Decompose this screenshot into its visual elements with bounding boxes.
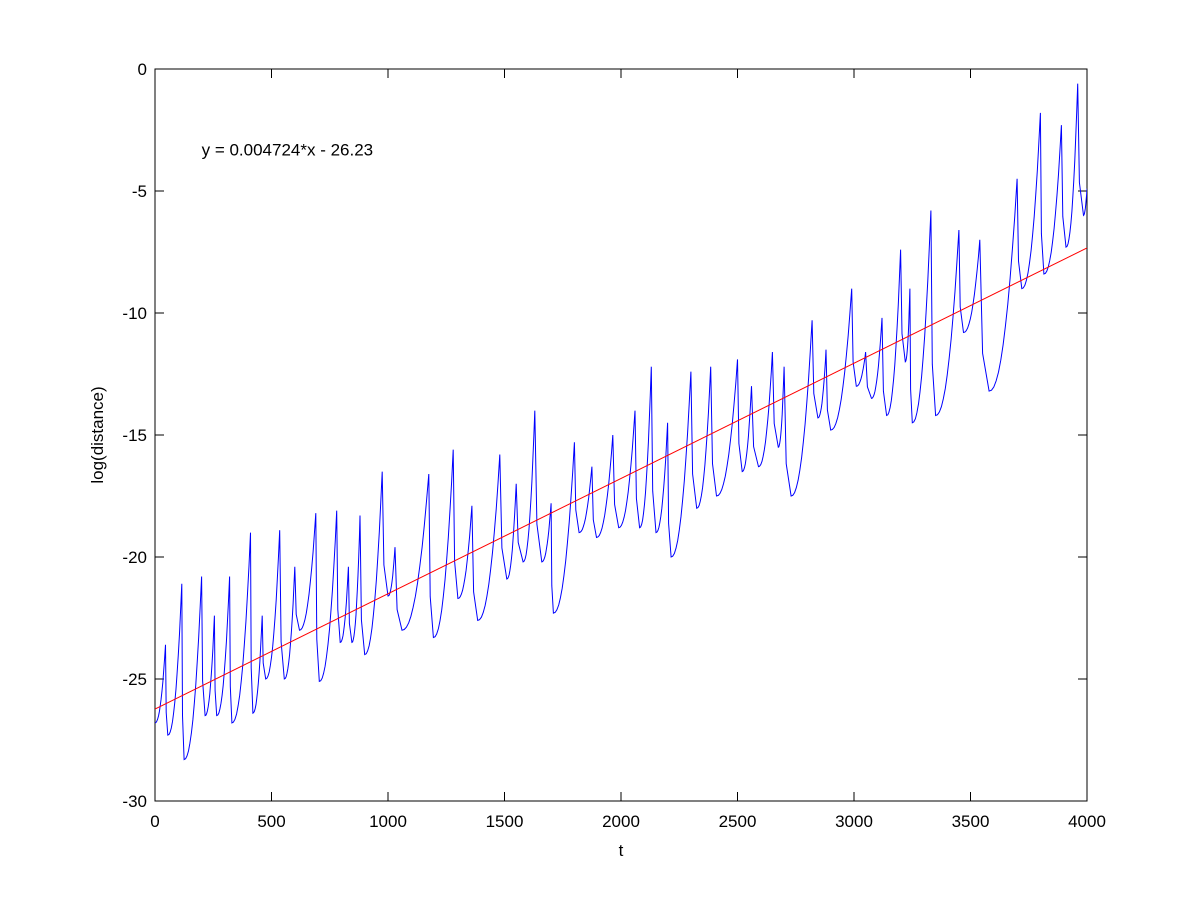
- x-tick-label: 3500: [952, 812, 990, 831]
- x-tick-label: 2500: [719, 812, 757, 831]
- x-tick-label: 4000: [1068, 812, 1106, 831]
- y-axis-label: log(distance): [88, 386, 107, 483]
- x-tick-label: 0: [150, 812, 159, 831]
- x-tick-label: 1500: [486, 812, 524, 831]
- series-line-log-distance: [155, 83, 1087, 761]
- plot-area: [154, 68, 1088, 802]
- y-tick-label: 0: [138, 60, 147, 79]
- x-tick-label: 500: [257, 812, 285, 831]
- y-tick-label: -10: [122, 304, 147, 323]
- series-line-linear-fit: [155, 247, 1087, 710]
- x-tick-label: 1000: [369, 812, 407, 831]
- y-tick-label: -15: [122, 426, 147, 445]
- y-tick-label: -30: [122, 792, 147, 811]
- fit-equation-annotation: y = 0.004724*x - 26.23: [202, 141, 374, 160]
- x-axis-label: t: [619, 841, 624, 860]
- x-tick-label: 2000: [602, 812, 640, 831]
- y-tick-label: -25: [122, 670, 147, 689]
- y-tick-label: -5: [132, 182, 147, 201]
- y-tick-label: -20: [122, 548, 147, 567]
- x-tick-label: 3000: [835, 812, 873, 831]
